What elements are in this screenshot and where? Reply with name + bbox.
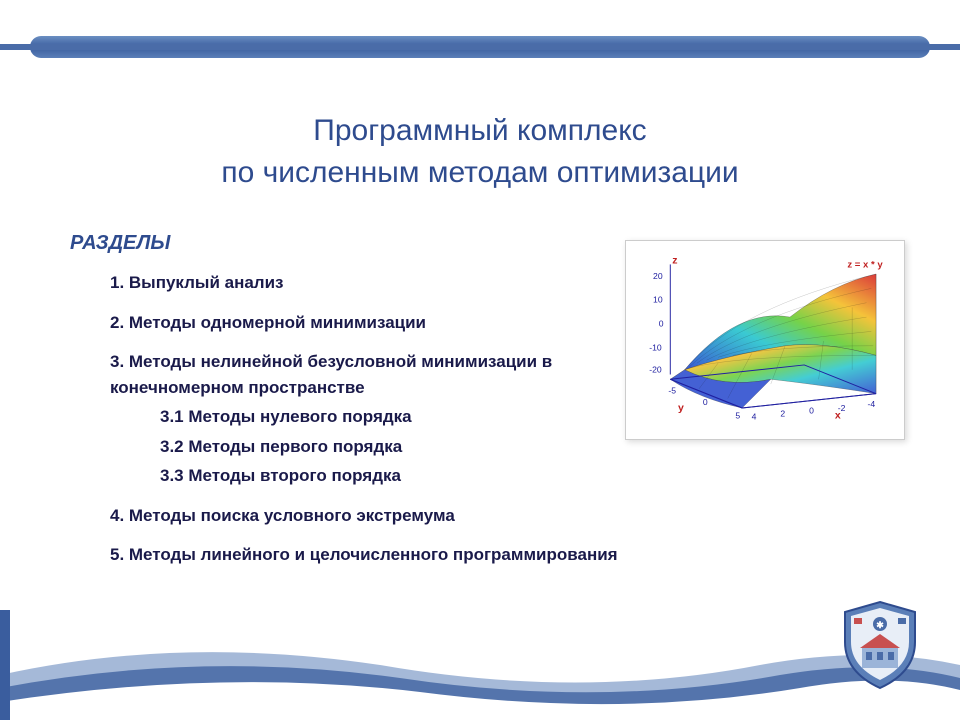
y-axis-label: y xyxy=(678,402,684,414)
sub-list-item: 3.1 Методы нулевого порядка xyxy=(160,404,580,430)
institution-logo: ✱ xyxy=(840,600,920,690)
section-heading: РАЗДЕЛЫ xyxy=(70,232,170,255)
z-tick: 10 xyxy=(653,295,663,305)
top-decorative-bar xyxy=(30,36,930,58)
bottom-decorative-wave xyxy=(0,610,960,720)
sub-list-item: 3.2 Методы первого порядка xyxy=(160,434,580,460)
z-tick: 0 xyxy=(659,319,664,329)
x-tick: 4 xyxy=(752,411,757,421)
y-tick: -5 xyxy=(668,386,676,396)
y-tick: 5 xyxy=(735,411,740,421)
x-tick: -4 xyxy=(867,399,875,409)
chart-formula: z = x * y xyxy=(847,259,883,270)
list-item-text: 3. Методы нелинейной безусловной минимиз… xyxy=(110,352,552,397)
svg-text:✱: ✱ xyxy=(876,620,884,630)
z-axis-label: z xyxy=(672,254,677,266)
sub-list-item: 3.3 Методы второго порядка xyxy=(160,463,580,489)
surface-chart: z 20 10 0 -10 -20 z = x * y xyxy=(625,240,905,440)
surface-chart-svg: z 20 10 0 -10 -20 z = x * y xyxy=(632,247,900,435)
z-tick: -20 xyxy=(649,365,662,375)
title-line-2: по численным методам оптимизации xyxy=(0,152,960,194)
list-item: 4. Методы поиска условного экстремума xyxy=(110,503,618,529)
title-line-1: Программный комплекс xyxy=(0,110,960,152)
slide-title: Программный комплекс по численным метода… xyxy=(0,110,960,194)
y-tick: 0 xyxy=(703,397,708,407)
list-item: 3. Методы нелинейной безусловной минимиз… xyxy=(110,349,580,489)
sections-list: 1. Выпуклый анализ 2. Методы одномерной … xyxy=(110,270,618,582)
list-item: 2. Методы одномерной минимизации xyxy=(110,310,618,336)
sub-list: 3.1 Методы нулевого порядка 3.2 Методы п… xyxy=(160,404,580,489)
x-tick: 0 xyxy=(809,406,814,416)
z-tick: -10 xyxy=(649,343,662,353)
list-item: 5. Методы линейного и целочисленного про… xyxy=(110,542,618,568)
x-tick: 2 xyxy=(780,409,785,419)
x-tick: -2 xyxy=(838,403,846,413)
z-tick: 20 xyxy=(653,271,663,281)
list-item: 1. Выпуклый анализ xyxy=(110,270,618,296)
